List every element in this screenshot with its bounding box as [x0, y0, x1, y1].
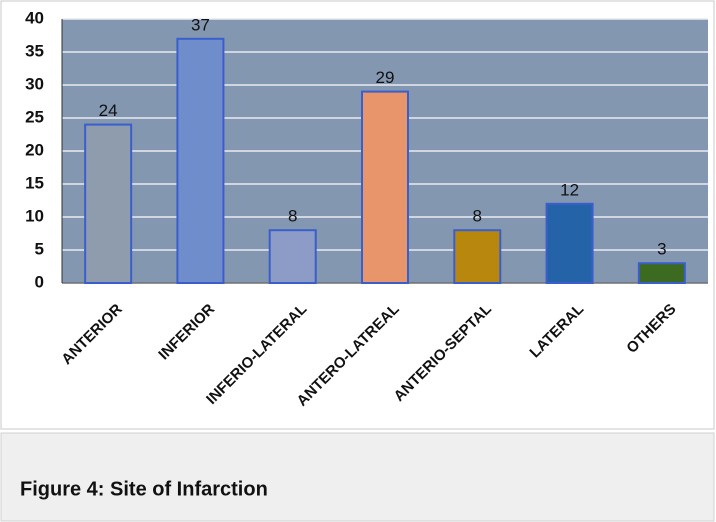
value-label: 12 [560, 180, 579, 199]
y-tick-label: 5 [35, 239, 44, 258]
caption-box [0, 432, 715, 522]
y-tick-label: 10 [25, 206, 44, 225]
value-label: 29 [376, 68, 395, 87]
value-label: 3 [657, 240, 666, 259]
bar [545, 202, 594, 284]
value-label: 37 [191, 15, 210, 34]
y-tick-label: 20 [25, 140, 44, 159]
value-label: 24 [99, 101, 118, 120]
y-tick-label: 30 [25, 74, 44, 93]
bar [176, 37, 225, 284]
y-tick-label: 0 [35, 272, 44, 291]
value-label: 8 [288, 207, 297, 226]
bar [453, 229, 502, 284]
bar [361, 90, 409, 284]
y-tick-label: 40 [25, 8, 44, 27]
y-tick-label: 15 [25, 173, 44, 192]
bar [84, 123, 133, 284]
y-tick-label: 25 [25, 107, 44, 126]
value-label: 8 [473, 207, 482, 226]
bar [268, 229, 317, 284]
caption: Figure 4: Site of Infarction [20, 478, 268, 500]
bar [637, 262, 686, 285]
y-tick-label: 35 [25, 41, 44, 60]
